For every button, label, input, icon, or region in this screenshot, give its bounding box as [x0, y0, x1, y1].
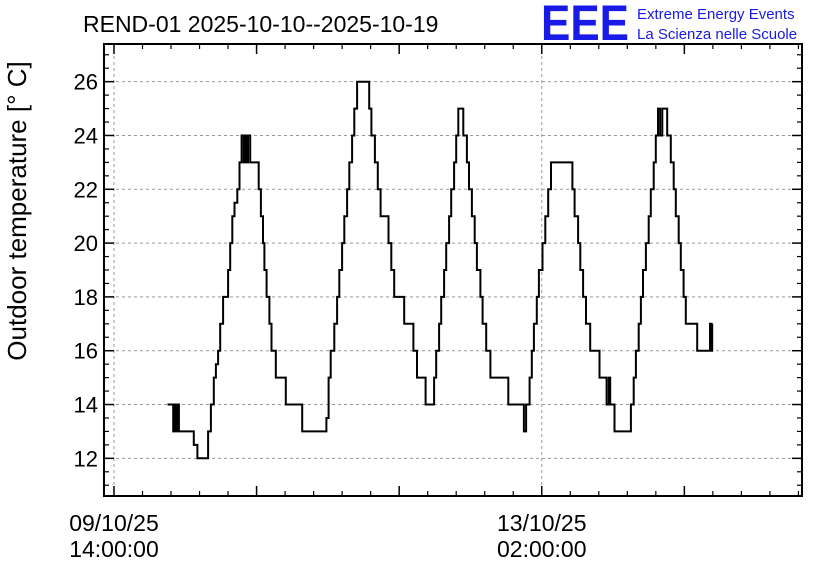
y-axis-label: Outdoor temperature [° C]	[2, 61, 32, 360]
y-tick-label: 22	[74, 177, 98, 202]
brand-line-1: Extreme Energy Events	[637, 6, 795, 23]
plot-frame	[103, 43, 803, 497]
grid	[104, 44, 802, 496]
x-tick-label-time: 14:00:00	[69, 536, 159, 562]
y-tick-label: 24	[74, 123, 98, 148]
y-tick-label: 20	[74, 231, 98, 256]
y-tick-label: 18	[74, 285, 98, 310]
series-layer	[167, 80, 714, 460]
chart-title: REND-01 2025-10-10--2025-10-19	[83, 11, 438, 37]
eee-logo-mark: EEE	[541, 0, 629, 51]
y-tick-label: 14	[74, 393, 98, 418]
y-tick-label: 12	[74, 446, 98, 471]
brand-line-2: La Scienza nelle Scuole	[637, 26, 797, 43]
x-tick-label-date: 09/10/25	[69, 510, 159, 536]
y-tick-label: 26	[74, 70, 98, 95]
y-tick-label: 16	[74, 339, 98, 364]
series-line-REND-01	[167, 80, 714, 460]
x-tick-label-time: 02:00:00	[497, 536, 587, 562]
axes	[103, 43, 803, 497]
eee-logo: EEE Extreme Energy Events La Scienza nel…	[541, 0, 797, 51]
x-tick-label-date: 13/10/25	[497, 510, 587, 536]
